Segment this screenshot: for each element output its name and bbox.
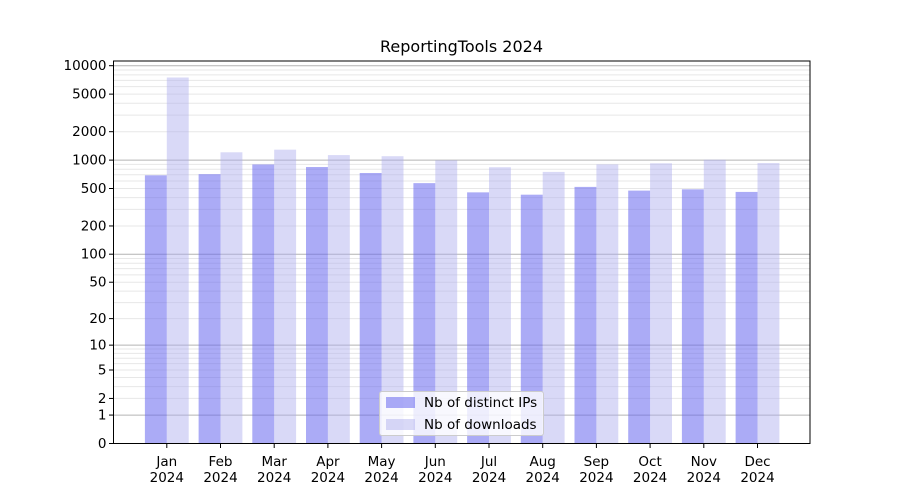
y-tick-label: 1000 bbox=[72, 153, 106, 169]
axes-frame bbox=[113, 60, 811, 444]
x-tick-label-month: Apr bbox=[316, 454, 340, 470]
bar-downloads-oct bbox=[650, 163, 672, 444]
y-tick-label: 5000 bbox=[72, 87, 106, 103]
bar-downloads-may bbox=[381, 156, 404, 444]
y-tick-label: 200 bbox=[81, 218, 107, 234]
y-tick-label: 500 bbox=[81, 181, 107, 197]
x-tick-label-year: 2024 bbox=[418, 470, 452, 486]
x-tick-labels: Jan2024Feb2024Mar2024Apr2024May2024Jun20… bbox=[150, 454, 775, 486]
x-tick-label-month: Jun bbox=[424, 454, 446, 470]
x-tick-label-month: Sep bbox=[584, 454, 609, 470]
y-tick-label: 2000 bbox=[72, 124, 106, 140]
x-tick-label-month: Oct bbox=[638, 454, 661, 470]
bar-downloads-jan bbox=[166, 77, 189, 444]
x-tick-label-year: 2024 bbox=[633, 470, 667, 486]
bar-distinct-ips-aug bbox=[520, 194, 543, 444]
bar-distinct-ips-jun bbox=[413, 183, 436, 444]
legend-label-distinct-ips: Nb of distinct IPs bbox=[424, 394, 538, 411]
x-tick-label-year: 2024 bbox=[203, 470, 237, 486]
bar-distinct-ips-nov bbox=[681, 189, 704, 444]
legend: Nb of distinct IPs Nb of downloads bbox=[379, 391, 544, 436]
y-tick-label: 2 bbox=[98, 391, 107, 407]
x-tick-label-year: 2024 bbox=[311, 470, 345, 486]
legend-label-downloads: Nb of downloads bbox=[424, 416, 537, 433]
x-tick-label-month: Nov bbox=[691, 454, 717, 470]
y-tick-label: 0 bbox=[98, 436, 107, 452]
y-tick-label: 20 bbox=[89, 311, 106, 327]
y-tick-label: 10000 bbox=[64, 58, 107, 74]
bar-downloads-feb bbox=[220, 152, 243, 444]
bar-distinct-ips-mar bbox=[252, 164, 275, 444]
x-tick-label-month: Jul bbox=[480, 454, 497, 470]
x-tick-label-year: 2024 bbox=[579, 470, 613, 486]
x-tick-label-year: 2024 bbox=[257, 470, 291, 486]
x-tick-label-month: Dec bbox=[744, 454, 770, 470]
x-tick-label-year: 2024 bbox=[364, 470, 398, 486]
bar-distinct-ips-oct bbox=[628, 190, 651, 444]
chart-title: ReportingTools 2024 bbox=[380, 37, 543, 56]
bar-downloads-nov bbox=[703, 159, 726, 444]
x-tick-label-year: 2024 bbox=[687, 470, 721, 486]
bar-distinct-ips-apr bbox=[306, 167, 328, 444]
x-tick-label-month: Jan bbox=[155, 454, 177, 470]
y-tick-marks bbox=[109, 65, 114, 444]
bar-distinct-ips-jul bbox=[467, 192, 489, 444]
x-tick-label-year: 2024 bbox=[526, 470, 560, 486]
x-tick-label-month: Aug bbox=[530, 454, 556, 470]
y-tick-labels: 0 12 5 10 20 50 100 200 500 1000 2000 5000 10000 bbox=[64, 58, 107, 452]
x-tick-label-month: May bbox=[368, 454, 396, 470]
bars-downloads bbox=[166, 77, 780, 444]
y-tick-label: 50 bbox=[89, 275, 106, 291]
legend-item-downloads: Nb of downloads bbox=[386, 417, 537, 433]
x-tick-marks bbox=[166, 443, 758, 448]
bar-downloads-jul bbox=[489, 167, 511, 444]
bar-downloads-jun bbox=[435, 160, 458, 444]
x-tick-label-year: 2024 bbox=[150, 470, 184, 486]
bar-downloads-dec bbox=[757, 163, 780, 444]
bar-downloads-apr bbox=[327, 155, 350, 444]
bars-distinct-ips bbox=[144, 164, 758, 444]
bar-distinct-ips-jan bbox=[144, 175, 167, 444]
x-tick-label-year: 2024 bbox=[472, 470, 506, 486]
bar-distinct-ips-feb bbox=[198, 174, 221, 444]
bar-distinct-ips-dec bbox=[735, 191, 758, 444]
bar-downloads-aug bbox=[542, 171, 565, 444]
y-tick-label: 5 bbox=[98, 363, 107, 379]
x-tick-label-month: Feb bbox=[209, 454, 233, 470]
legend-swatch-distinct-ips bbox=[386, 397, 415, 408]
y-tick-label: 100 bbox=[81, 247, 107, 263]
bar-downloads-mar bbox=[274, 149, 297, 444]
legend-item-distinct-ips: Nb of distinct IPs bbox=[386, 395, 537, 411]
bar-distinct-ips-may bbox=[359, 173, 382, 444]
x-tick-label-year: 2024 bbox=[740, 470, 774, 486]
y-tick-label: 1 bbox=[98, 408, 107, 424]
y-tick-label: 10 bbox=[89, 338, 106, 354]
legend-swatch-downloads bbox=[386, 419, 415, 430]
bar-downloads-sep bbox=[596, 164, 619, 444]
bar-distinct-ips-sep bbox=[574, 186, 597, 444]
x-tick-label-month: Mar bbox=[261, 454, 287, 470]
